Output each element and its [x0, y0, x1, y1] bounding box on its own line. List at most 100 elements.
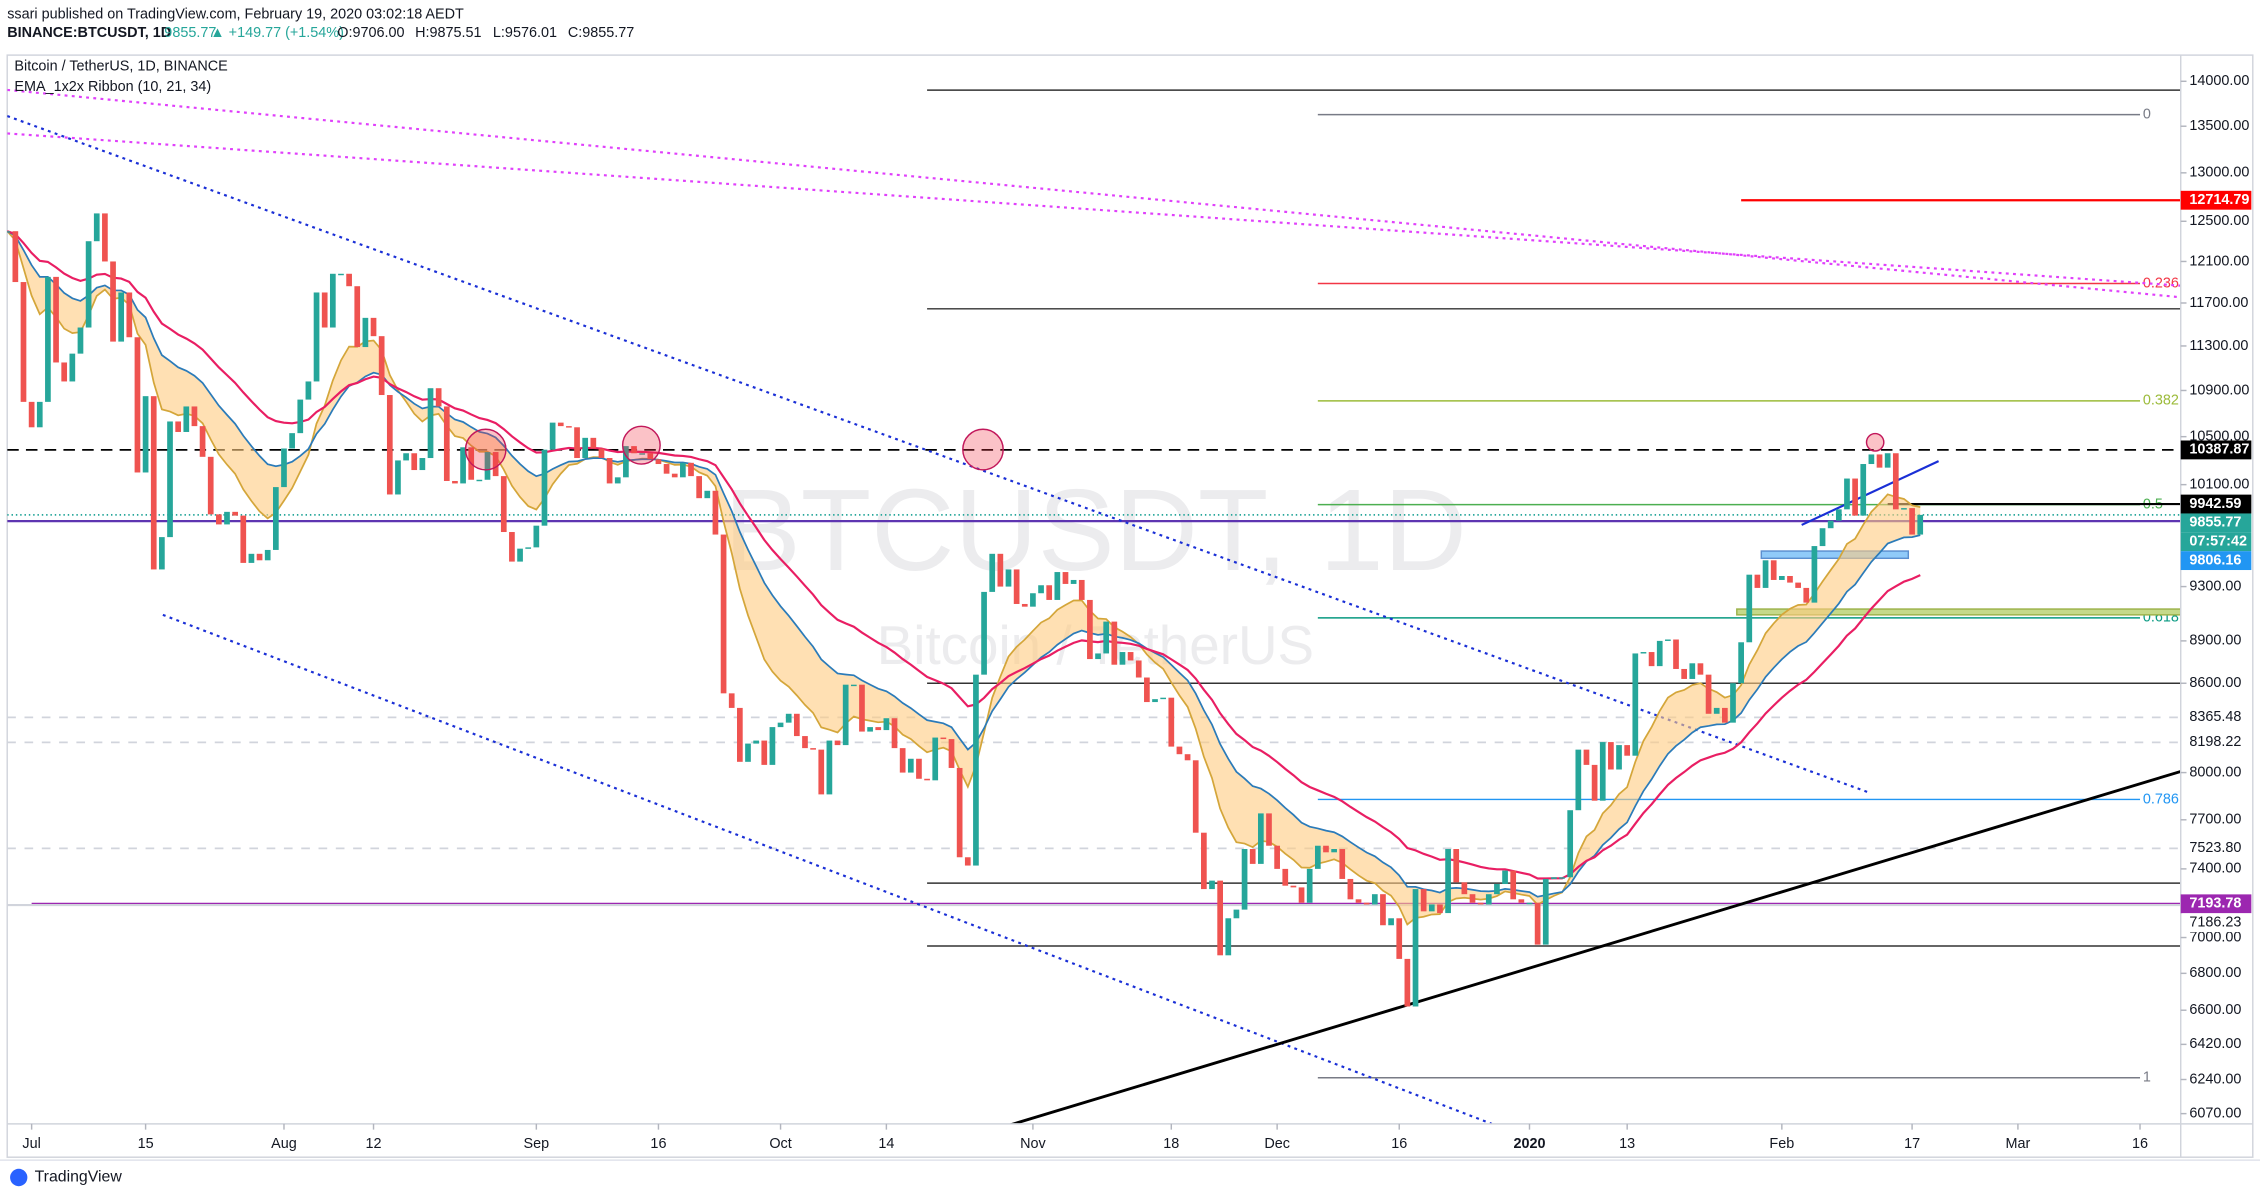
- candle: [134, 337, 141, 473]
- price-label: 10387.87: [2189, 442, 2249, 458]
- candle: [1119, 652, 1126, 665]
- candle: [1901, 508, 1907, 510]
- candle: [1046, 585, 1053, 600]
- candle: [484, 452, 491, 480]
- candle: [85, 241, 92, 328]
- candle: [354, 286, 361, 348]
- published: ssari published on TradingView.com, Febr…: [7, 6, 464, 22]
- candle: [216, 514, 222, 525]
- candle: [663, 464, 670, 474]
- candle: [20, 282, 27, 402]
- candle: [1827, 520, 1834, 529]
- candle: [1461, 882, 1468, 895]
- candle: [264, 549, 271, 561]
- candle: [1494, 884, 1500, 895]
- candle: [1746, 574, 1753, 643]
- candle: [1640, 652, 1647, 654]
- x-tick-label: Sep: [524, 1136, 550, 1152]
- y-tick-label: 10100.00: [2189, 476, 2249, 492]
- candle: [1038, 585, 1044, 594]
- candle: [916, 758, 922, 779]
- candle: [1632, 653, 1639, 756]
- x-tick-label: 17: [1904, 1136, 1920, 1152]
- candle: [696, 476, 703, 499]
- candle: [118, 292, 125, 342]
- candle: [362, 317, 369, 348]
- candle: [1347, 878, 1354, 900]
- x-tick-label: Aug: [271, 1136, 297, 1152]
- close: C:9855.77: [568, 25, 634, 41]
- y-tick-label: 7000.00: [2189, 929, 2241, 945]
- fib-label: 0.786: [2143, 791, 2179, 807]
- candle: [850, 684, 857, 687]
- candle: [1013, 569, 1020, 604]
- candle: [973, 674, 979, 866]
- candle: [802, 736, 808, 749]
- highlight-circle: [621, 425, 661, 465]
- price-label: 12714.79: [2189, 192, 2249, 208]
- candle: [370, 317, 377, 337]
- candle: [907, 758, 914, 773]
- low: L:9576.01: [493, 25, 557, 41]
- candle: [1095, 653, 1101, 660]
- candle: [1534, 902, 1541, 945]
- candle: [1656, 640, 1663, 667]
- candle: [598, 448, 605, 459]
- candle: [403, 453, 409, 461]
- candle: [1331, 849, 1337, 853]
- candle: [1852, 478, 1858, 516]
- candle: [1070, 579, 1077, 584]
- axes: 14000.00 13500.00 13000.00 12500.00 12100.00…: [22, 73, 2252, 1152]
- price-label: 7193.78: [2189, 896, 2241, 912]
- candle: [1477, 902, 1484, 905]
- candle: [671, 473, 678, 478]
- legend-indicator: EMA_1x2x Ribbon (10, 21, 34): [14, 79, 211, 95]
- candle: [745, 743, 751, 762]
- candle: [1730, 683, 1736, 723]
- price-label: 8198.22: [2189, 734, 2241, 750]
- candle: [1005, 569, 1012, 587]
- y-tick-label: 7400.00: [2189, 861, 2241, 877]
- x-tick-label: 16: [1391, 1136, 1407, 1152]
- candle: [1738, 642, 1744, 684]
- candle: [1135, 660, 1142, 678]
- candle: [956, 767, 963, 858]
- x-tick-label: 18: [1163, 1136, 1179, 1152]
- y-tick-label: 6240.00: [2189, 1071, 2241, 1087]
- candle: [1453, 849, 1460, 883]
- candle: [1103, 621, 1110, 654]
- candle: [1518, 899, 1525, 903]
- candle: [1021, 603, 1028, 607]
- candles: [7, 213, 1924, 1007]
- trendline: [7, 114, 1872, 795]
- candle: [1787, 576, 1793, 583]
- candle: [1160, 697, 1167, 700]
- candle: [1673, 639, 1679, 669]
- fib-label: 0: [2143, 106, 2151, 122]
- plot: BTCUSDT, 1D Bitcoin / TetherUS 00.2360.3…: [7, 88, 2181, 1124]
- candle: [753, 740, 759, 744]
- candle: [1665, 639, 1671, 641]
- candle: [1298, 887, 1305, 903]
- y-tick-label: 6070.00: [2189, 1105, 2241, 1121]
- y-tick-label: 6420.00: [2189, 1036, 2241, 1052]
- candle: [818, 749, 825, 795]
- candle: [427, 388, 434, 459]
- candle: [541, 449, 548, 526]
- candle: [1567, 810, 1574, 878]
- change: ▲ +149.77 (+1.54%): [210, 25, 343, 41]
- candle: [1754, 574, 1761, 588]
- candle: [875, 727, 882, 731]
- candle: [1917, 514, 1924, 535]
- candle: [1233, 909, 1240, 919]
- candle: [1770, 560, 1777, 580]
- zone: [1760, 550, 1910, 560]
- candle: [53, 276, 59, 363]
- candle: [12, 231, 19, 283]
- candle: [1355, 899, 1362, 903]
- candle: [1778, 576, 1785, 580]
- candle: [240, 515, 247, 563]
- ema-ribbon: [7, 230, 1921, 926]
- logo: [10, 1168, 28, 1187]
